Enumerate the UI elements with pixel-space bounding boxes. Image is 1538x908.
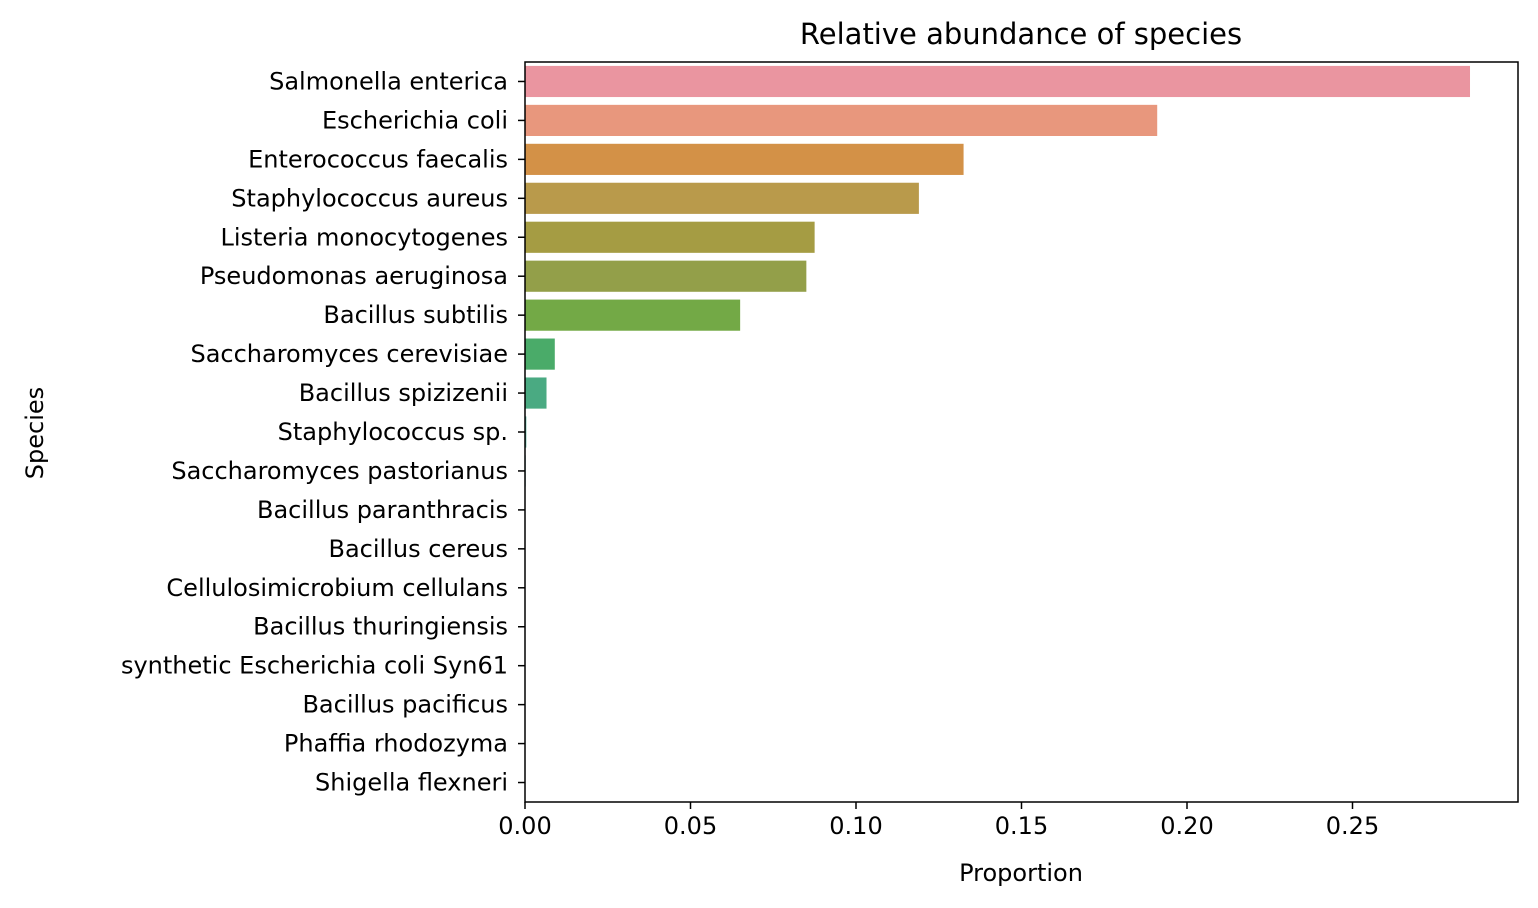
y-tick-label: Salmonella enterica [269,67,508,95]
y-axis-ticks: Salmonella enterica Escherichia coli Enter… [121,67,525,797]
axes-frame [524,61,1519,803]
y-tick-label: Bacillus paranthracis [257,496,508,524]
y-tick-label: Bacillus cereus [329,535,509,563]
y-tick-label: Saccharomyces cerevisiae [190,340,508,368]
y-tick-label: Staphylococcus aureus [231,184,508,212]
y-tick-label: Saccharomyces pastorianus [171,457,508,485]
y-tick-label: Pseudomonas aeruginosa [200,262,508,290]
x-axis-title: Proportion [959,859,1083,887]
bar-bacillus-subtilis [525,299,741,331]
y-tick-label: Enterococcus faecalis [248,145,508,173]
x-tick-label: 0.25 [1326,812,1379,840]
y-tick-label: Listeria monocytogenes [220,223,508,251]
bar-saccharomyces-cerevisiae [525,338,555,370]
bar-escherichia-coli [525,104,1158,136]
y-tick-label: Cellulosimicrobium cellulans [166,574,508,602]
bars-layer [525,65,1471,799]
bar-enterococcus-faecalis [525,143,964,175]
y-tick-label: Escherichia coli [322,106,508,134]
bar-listeria-monocytogenes [525,221,815,253]
y-tick-label: Bacillus pacificus [302,691,508,719]
bar-bacillus-spizizenii [525,377,547,409]
x-tick-label: 0.15 [995,812,1048,840]
bar-salmonella-enterica [525,65,1471,98]
y-tick-label: Bacillus subtilis [323,301,508,329]
x-tick-label: 0.05 [664,812,717,840]
chart-title: Relative abundance of species [800,17,1242,51]
x-tick-label: 0.10 [829,812,882,840]
y-axis-title: Species [21,387,49,479]
y-tick-label: synthetic Escherichia coli Syn61 [121,652,508,680]
y-tick-label: Phaffia rhodozyma [284,730,508,758]
y-tick-label: Staphylococcus sp. [278,418,508,446]
bar-staphylococcus-aureus [525,182,919,214]
x-tick-label: 0.00 [498,812,551,840]
x-tick-label: 0.20 [1160,812,1213,840]
y-tick-label: Bacillus spizizenii [299,379,508,407]
y-tick-label: Shigella flexneri [315,769,508,797]
x-axis-ticks: 0.00 0.05 0.10 0.15 0.20 0.25 [498,802,1379,840]
bar-pseudomonas-aeruginosa [525,260,807,292]
y-tick-label: Bacillus thuringiensis [253,613,508,641]
